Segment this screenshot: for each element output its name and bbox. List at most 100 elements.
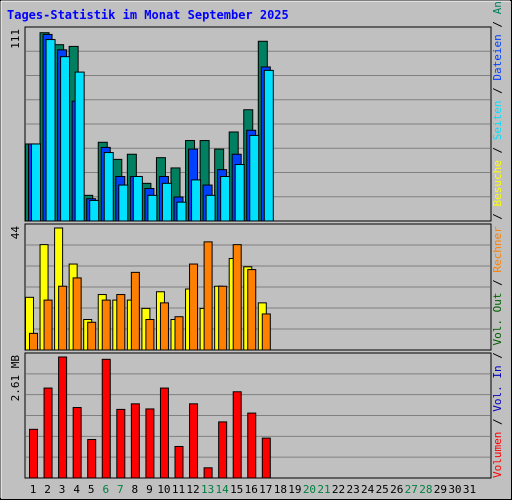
bar-seiten-day-8	[132, 175, 143, 222]
legend-besuche: Besuche	[491, 160, 504, 206]
legend-separator: /	[491, 412, 504, 432]
legend-separator: /	[491, 273, 504, 293]
x-label-day-26: 26	[390, 483, 403, 496]
x-label-day-13: 13	[201, 483, 214, 496]
x-label-day-29: 29	[434, 483, 447, 496]
bar-volumen-day-15	[232, 391, 242, 479]
x-label-day-17: 17	[259, 483, 272, 496]
hits-chart: 111	[9, 26, 492, 222]
bar-rechner-day-17	[261, 313, 271, 351]
bar-rechner-day-13	[203, 241, 213, 351]
bar-volumen-day-5	[87, 439, 97, 479]
bar-volumen-day-16	[247, 412, 257, 479]
legend-separator: /	[491, 206, 504, 226]
bar-volumen-day-3	[58, 356, 68, 479]
bar-seiten-day-3	[60, 56, 71, 222]
x-label-day-12: 12	[186, 483, 199, 496]
y-max-label: 44	[9, 226, 22, 240]
bar-volumen-day-6	[101, 358, 111, 479]
x-label-day-6: 6	[102, 483, 109, 496]
x-label-day-23: 23	[346, 483, 359, 496]
bar-volumen-day-10	[159, 387, 169, 479]
legend-separator: /	[491, 14, 504, 34]
bar-rechner-day-15	[232, 244, 242, 351]
x-label-day-9: 9	[146, 483, 153, 496]
x-label-day-7: 7	[117, 483, 124, 496]
legend-separator: /	[491, 140, 504, 160]
x-label-day-24: 24	[361, 483, 375, 496]
x-label-day-31: 31	[463, 483, 476, 496]
bar-volumen-day-11	[174, 445, 184, 479]
legend-dateien: Dateien	[491, 34, 504, 80]
volume-chart: 2.61 MB	[9, 352, 492, 479]
page-title: Tages-Statistik im Monat September 2025	[7, 8, 289, 22]
bar-rechner-day-16	[247, 269, 257, 351]
x-label-day-14: 14	[216, 483, 230, 496]
bar-rechner-day-2	[43, 299, 53, 351]
x-label-day-20: 20	[303, 483, 316, 496]
bar-volumen-day-9	[145, 408, 155, 479]
bar-seiten-day-12	[191, 179, 202, 222]
x-label-day-5: 5	[88, 483, 95, 496]
x-label-day-11: 11	[172, 483, 185, 496]
bar-volumen-day-7	[116, 408, 126, 479]
bar-seiten-day-5	[89, 199, 100, 222]
legend-text: Volumen / Vol. In / Vol. Out / Rechner /…	[491, 0, 504, 478]
bar-volumen-day-13	[203, 467, 213, 479]
bar-rechner-day-9	[145, 319, 155, 351]
bar-rechner-day-4	[72, 277, 82, 351]
x-label-day-30: 30	[448, 483, 461, 496]
legend-seiten: Seiten	[491, 100, 504, 140]
visits-chart: 44	[9, 223, 492, 351]
bar-seiten-day-16	[249, 134, 260, 222]
bar-rechner-day-10	[159, 302, 169, 351]
x-label-day-22: 22	[332, 483, 345, 496]
bar-seiten-day-15	[234, 164, 245, 222]
x-label-day-4: 4	[73, 483, 80, 496]
bar-rechner-day-3	[58, 285, 68, 351]
x-label-day-19: 19	[288, 483, 301, 496]
bar-seiten-day-6	[103, 152, 114, 222]
x-axis-day-labels: 1 2 3 4 5 6 7 8 9 10 11 12 13 14 15 16 17 18 19 20 21 22 23 24 2…	[30, 483, 476, 496]
bar-volumen-day-4	[72, 407, 82, 479]
x-label-day-25: 25	[376, 483, 389, 496]
legend-anfragen: Anfragen	[491, 0, 504, 14]
bar-seiten-day-10	[161, 182, 172, 222]
legend-vol_in: Vol. In	[491, 365, 504, 411]
bar-seiten-day-4	[74, 71, 85, 222]
bar-seiten-day-14	[220, 175, 231, 222]
bar-volumen-day-8	[130, 403, 140, 479]
x-label-day-1: 1	[30, 483, 37, 496]
y-max-label: 111	[9, 29, 22, 49]
bar-rechner-day-6	[101, 299, 111, 351]
legend-separator: /	[491, 81, 504, 101]
x-label-day-10: 10	[157, 483, 170, 496]
bar-seiten-day-7	[118, 184, 129, 222]
x-label-day-18: 18	[274, 483, 287, 496]
bar-rechner-day-12	[189, 263, 199, 351]
x-label-day-16: 16	[245, 483, 258, 496]
bar-rechner-day-1	[29, 332, 38, 351]
legend-vol_out: Vol. Out	[491, 293, 504, 346]
bar-volumen-day-14	[218, 421, 228, 479]
bar-volumen-day-1	[29, 428, 38, 479]
x-label-day-8: 8	[132, 483, 139, 496]
bar-rechner-day-11	[174, 316, 184, 351]
bar-seiten-day-11	[176, 201, 187, 222]
bar-seiten-day-1	[31, 143, 41, 222]
legend-separator: /	[491, 346, 504, 366]
bar-rechner-day-5	[87, 321, 97, 351]
legend-rechner: Rechner	[491, 226, 504, 273]
bar-seiten-day-9	[147, 194, 158, 222]
bar-seiten-day-13	[205, 194, 216, 222]
bar-volumen-day-2	[43, 387, 53, 479]
x-label-day-27: 27	[405, 483, 418, 496]
x-label-day-15: 15	[230, 483, 243, 496]
bar-seiten-day-17	[263, 69, 274, 222]
x-label-day-3: 3	[59, 483, 66, 496]
y-max-label: 2.61 MB	[9, 355, 22, 402]
x-label-day-28: 28	[419, 483, 432, 496]
x-label-day-21: 21	[317, 483, 330, 496]
